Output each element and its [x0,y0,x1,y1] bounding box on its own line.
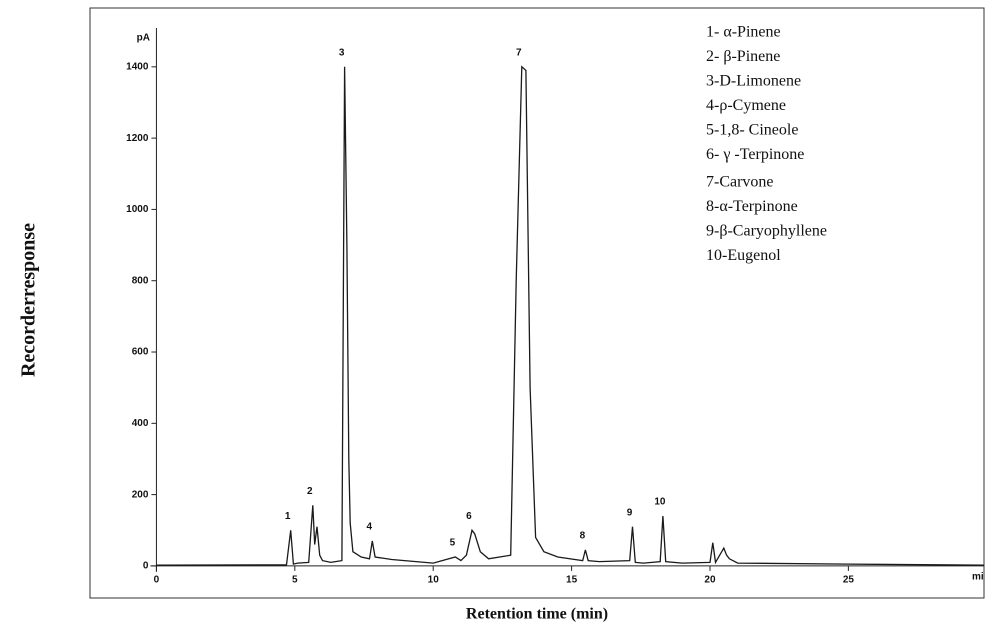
x-unit: mi [972,572,984,583]
y-tick-label: 400 [132,418,149,429]
x-tick-label: 5 [292,575,298,586]
y-tick-label: 200 [132,489,149,500]
x-axis-label: Retention time (min) [466,606,608,623]
peak-label: 1 [285,511,291,522]
trace [156,65,985,566]
peak-label: 6 [466,511,472,522]
legend-entry: 2- β-Pinene [706,48,780,65]
x-tick-label: 25 [843,575,855,586]
legend-entry: 8-α-Terpinone [706,198,798,215]
y-tick-label: 800 [132,275,149,286]
y-tick-label: 1200 [126,133,149,144]
peak-label: 5 [450,538,456,549]
legend-entry: 9-β-Caryophyllene [706,223,827,240]
y-unit: pA [137,33,150,44]
peak-label: 8 [580,531,586,542]
peak-label: 9 [627,507,633,518]
peak-label: 4 [367,522,373,533]
x-tick-label: 20 [704,575,716,586]
x-tick-label: 10 [428,575,440,586]
legend-entry: 1- α-Pinene [706,24,781,41]
y-tick-label: 600 [132,347,149,358]
legend-entry: 5-1,8- Cineole [706,122,798,139]
y-tick-label: 1400 [126,61,149,72]
plot-frame [89,7,985,599]
peak-label: 3 [339,47,345,58]
legend-entry: 7-Carvone [706,174,774,191]
legend-entry: 3-D-Limonene [706,73,801,90]
y-tick-label: 1000 [126,204,149,215]
peak-label: 7 [516,47,522,58]
y-tick-label: 0 [143,561,149,572]
x-tick-label: 0 [154,575,160,586]
legend-entry: 10-Eugenol [706,247,781,264]
x-tick-label: 15 [566,575,578,586]
peak-label: 2 [307,486,313,497]
legend-entry: 4-ρ-Cymene [706,97,786,114]
legend-entry: 6- γ -Terpinone [706,146,804,163]
y-axis-label: Recorderresponse [18,223,40,377]
peak-label: 10 [654,497,666,508]
